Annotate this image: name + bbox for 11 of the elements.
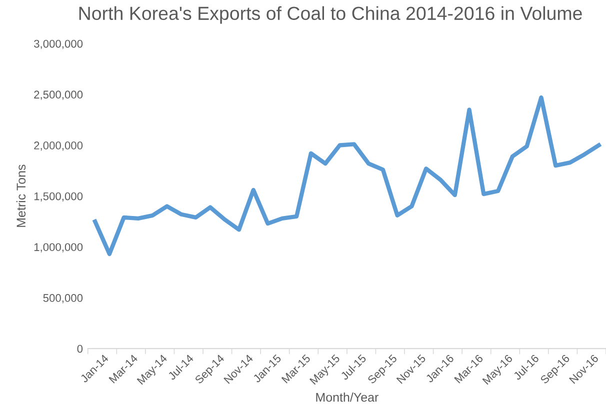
y-tick-label: 1,000,000 xyxy=(34,243,83,252)
y-tick-label: 3,000,000 xyxy=(34,40,83,50)
y-tick-label: 2,000,000 xyxy=(34,142,83,151)
x-axis-title: Month/Year xyxy=(316,392,378,402)
y-tick-label: 0 xyxy=(77,344,83,353)
y-tick-label: 500,000 xyxy=(43,294,83,304)
chart-title: North Korea's Exports of Coal to China 2014-2016 in Volume xyxy=(79,6,582,24)
y-axis-title: Metric Tons xyxy=(16,164,26,227)
y-tick-label: 1,500,000 xyxy=(34,192,83,202)
y-tick-label: 2,500,000 xyxy=(34,90,83,100)
line-series xyxy=(92,95,601,256)
